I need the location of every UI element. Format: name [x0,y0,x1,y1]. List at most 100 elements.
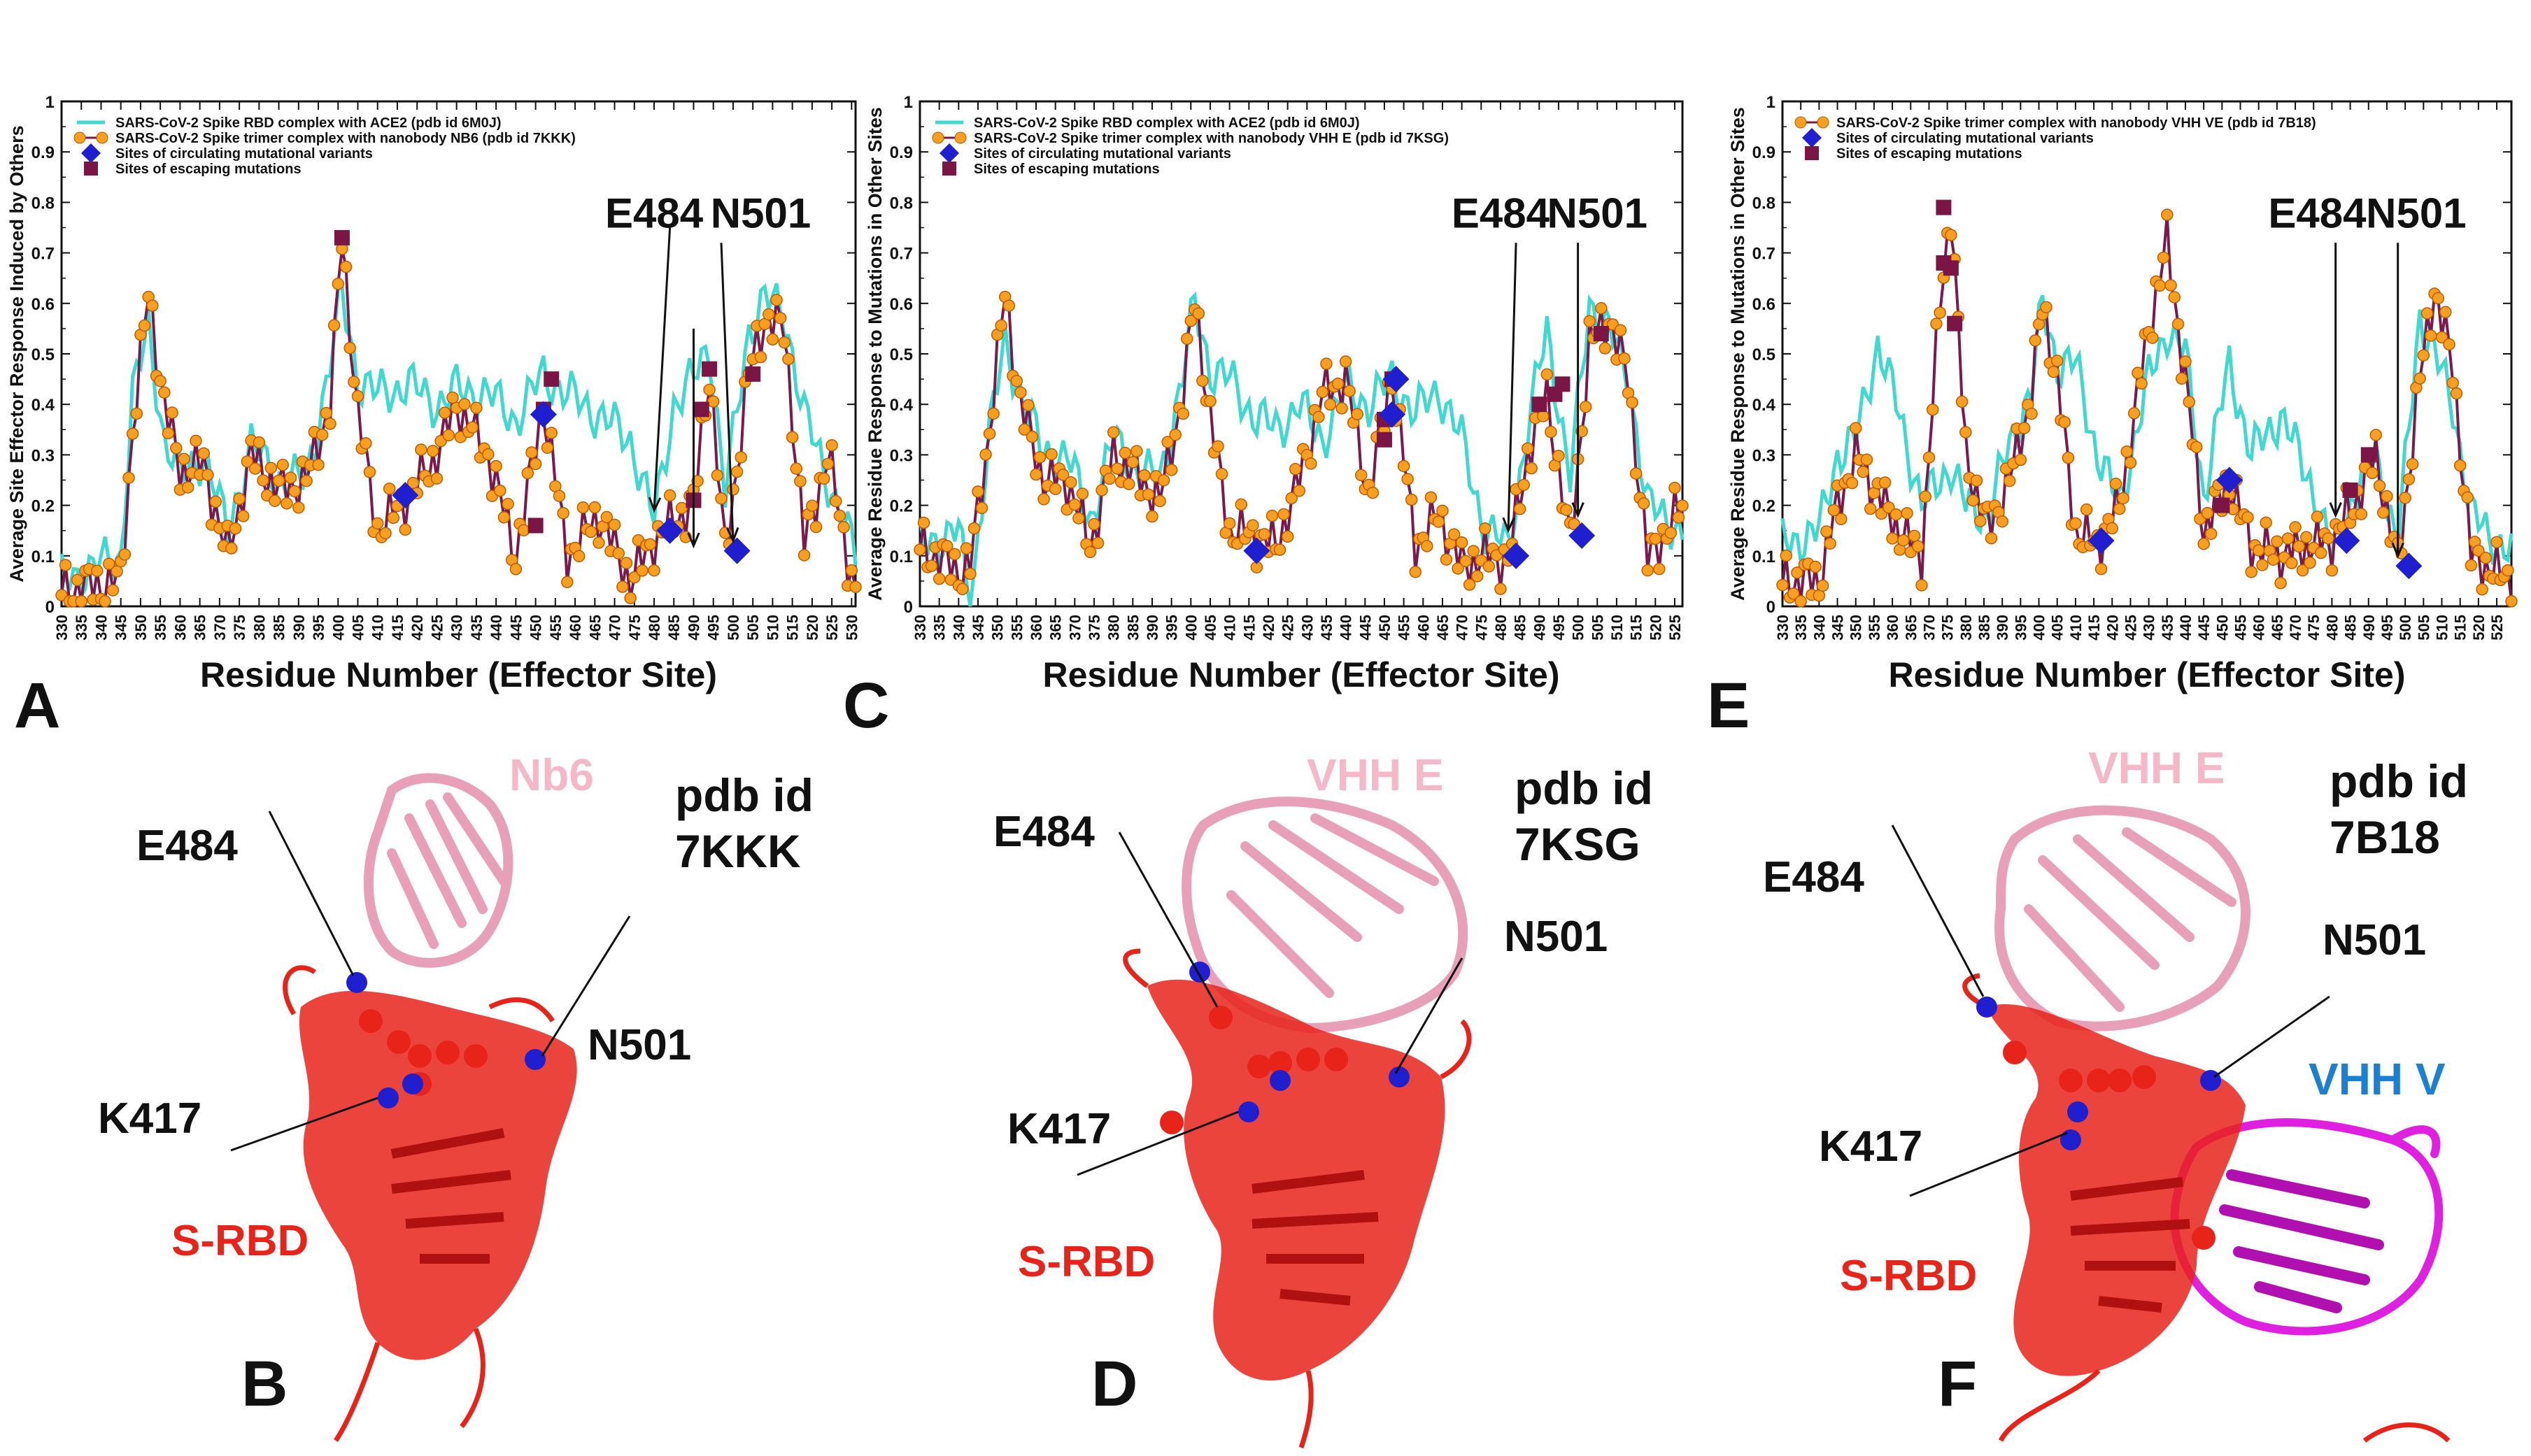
trimer-point [446,391,459,404]
trimer-point [1157,474,1170,487]
trimer-point [225,542,238,555]
structure-panel-f: VHH E pdb id 7B18 E484 N501 K417 S-RBD V… [1763,743,2468,1443]
x-tick-label: 405 [1202,615,1219,641]
trimer-point [2003,474,2016,487]
trimer-point [1335,402,1348,415]
annotation-label: E484 [2268,190,2367,237]
circulating-site-marker [1382,366,1410,393]
trimer-point [316,428,329,441]
trimer-point [2117,492,2129,505]
annotation-label: E484 [605,190,704,237]
trimer-point [2157,251,2170,264]
trimer-point [2267,553,2280,566]
legend-label: SARS-CoV-2 Spike RBD complex with ACE2 (… [974,115,1360,131]
trimer-point [2406,457,2419,471]
trimer-point [624,592,637,604]
series-line-ace2 [918,291,1685,607]
trimer-point [1911,540,1924,553]
annotation-arrow [720,243,735,541]
annotation-arrowhead [687,532,700,549]
trimer-point [2420,307,2434,320]
x-tick-label: 395 [310,615,327,641]
x-tick-label: 480 [1492,615,1510,641]
y-tick-label: 0.1 [31,548,55,566]
trimer-point [691,475,704,487]
trimer-point [1919,490,1931,503]
trimer-point [170,442,183,455]
trimer-point [1945,229,1957,241]
y-tick-label: 0.5 [1752,345,1775,364]
trimer-point [118,548,132,561]
trimer-point [1471,570,1484,583]
x-tick-label: 495 [705,615,723,641]
trimer-point [2171,317,2185,331]
x-tick-label: 500 [2397,615,2414,641]
trimer-point [1614,324,1627,337]
trimer-point [1886,532,1899,545]
y-tick-label: 0.7 [31,245,55,264]
escaping-site-marker [334,229,350,245]
trimer-point [2120,445,2133,458]
trimer-point [1033,451,1047,464]
trimer-point [292,501,305,514]
x-tick-label: 520 [2470,615,2488,641]
site-label-k417-f: K417 [1819,1122,1922,1171]
trimer-point [1901,507,1913,520]
trimer-point [1966,494,1980,507]
trimer-point [2106,522,2119,535]
trimer-point [1068,498,1082,511]
x-axis-label: Residue Number (Effector Site) [1042,655,1559,694]
x-tick-label: 330 [1774,615,1792,641]
escaping-site-marker [2342,482,2358,498]
x-tick-label: 490 [2360,615,2378,641]
trimer-point [320,406,333,420]
annotation-arrowhead [648,497,662,513]
domain-label-d: S-RBD [1018,1238,1155,1286]
trimer-point [2252,544,2265,557]
site-label-e484-f: E484 [1763,853,1864,901]
trimer-point [1223,517,1236,530]
y-tick-label: 0.3 [890,446,913,465]
trimer-point [2153,279,2167,292]
trimer-point [1513,503,1526,515]
x-tick-label: 510 [2434,615,2451,641]
trimer-point [1618,352,1631,365]
trimer-point [482,448,495,461]
trimer-point [735,451,747,464]
trimer-point [1440,553,1453,566]
trimer-point [427,445,439,457]
nanobody-ribbon-b [363,773,513,968]
trimer-point [2425,329,2437,342]
trimer-point [809,520,823,534]
trimer-point [1908,529,1921,543]
legend-swatch-square [84,162,98,176]
legend-swatch-square [1805,146,1819,160]
x-tick-label: 395 [2012,615,2029,641]
trimer-point [1065,476,1077,489]
trimer-point [288,485,301,498]
x-tick-label: 415 [1240,615,1258,641]
x-tick-label: 390 [1994,615,2011,641]
trimer-point [790,462,803,475]
trimer-point [466,421,479,434]
trimer-point [2476,583,2488,596]
x-tick-label: 410 [2067,615,2085,641]
trimer-point [517,524,530,536]
pdb-label-f-line1: pdb id [2330,755,2468,807]
pdb-label-b-line1: pdb id [675,769,814,821]
trimer-point [837,521,850,534]
y-tick-label: 0.6 [31,295,55,314]
trimer-point [1142,488,1155,501]
y-tick-label: 0 [904,598,913,617]
x-tick-label: 445 [2195,615,2213,641]
legend-label: SARS-CoV-2 Spike trimer complex with nan… [115,131,576,146]
trimer-point [1049,483,1062,495]
trimer-point [1820,525,1833,538]
escaping-site-marker [2214,497,2230,513]
trimer-point [1289,463,1302,476]
trimer-point [1857,466,1869,478]
trimer-point [561,576,574,589]
site-label-e484-b: E484 [136,822,238,870]
x-tick-label: 370 [211,615,229,641]
escaping-site-marker [1593,326,1609,342]
